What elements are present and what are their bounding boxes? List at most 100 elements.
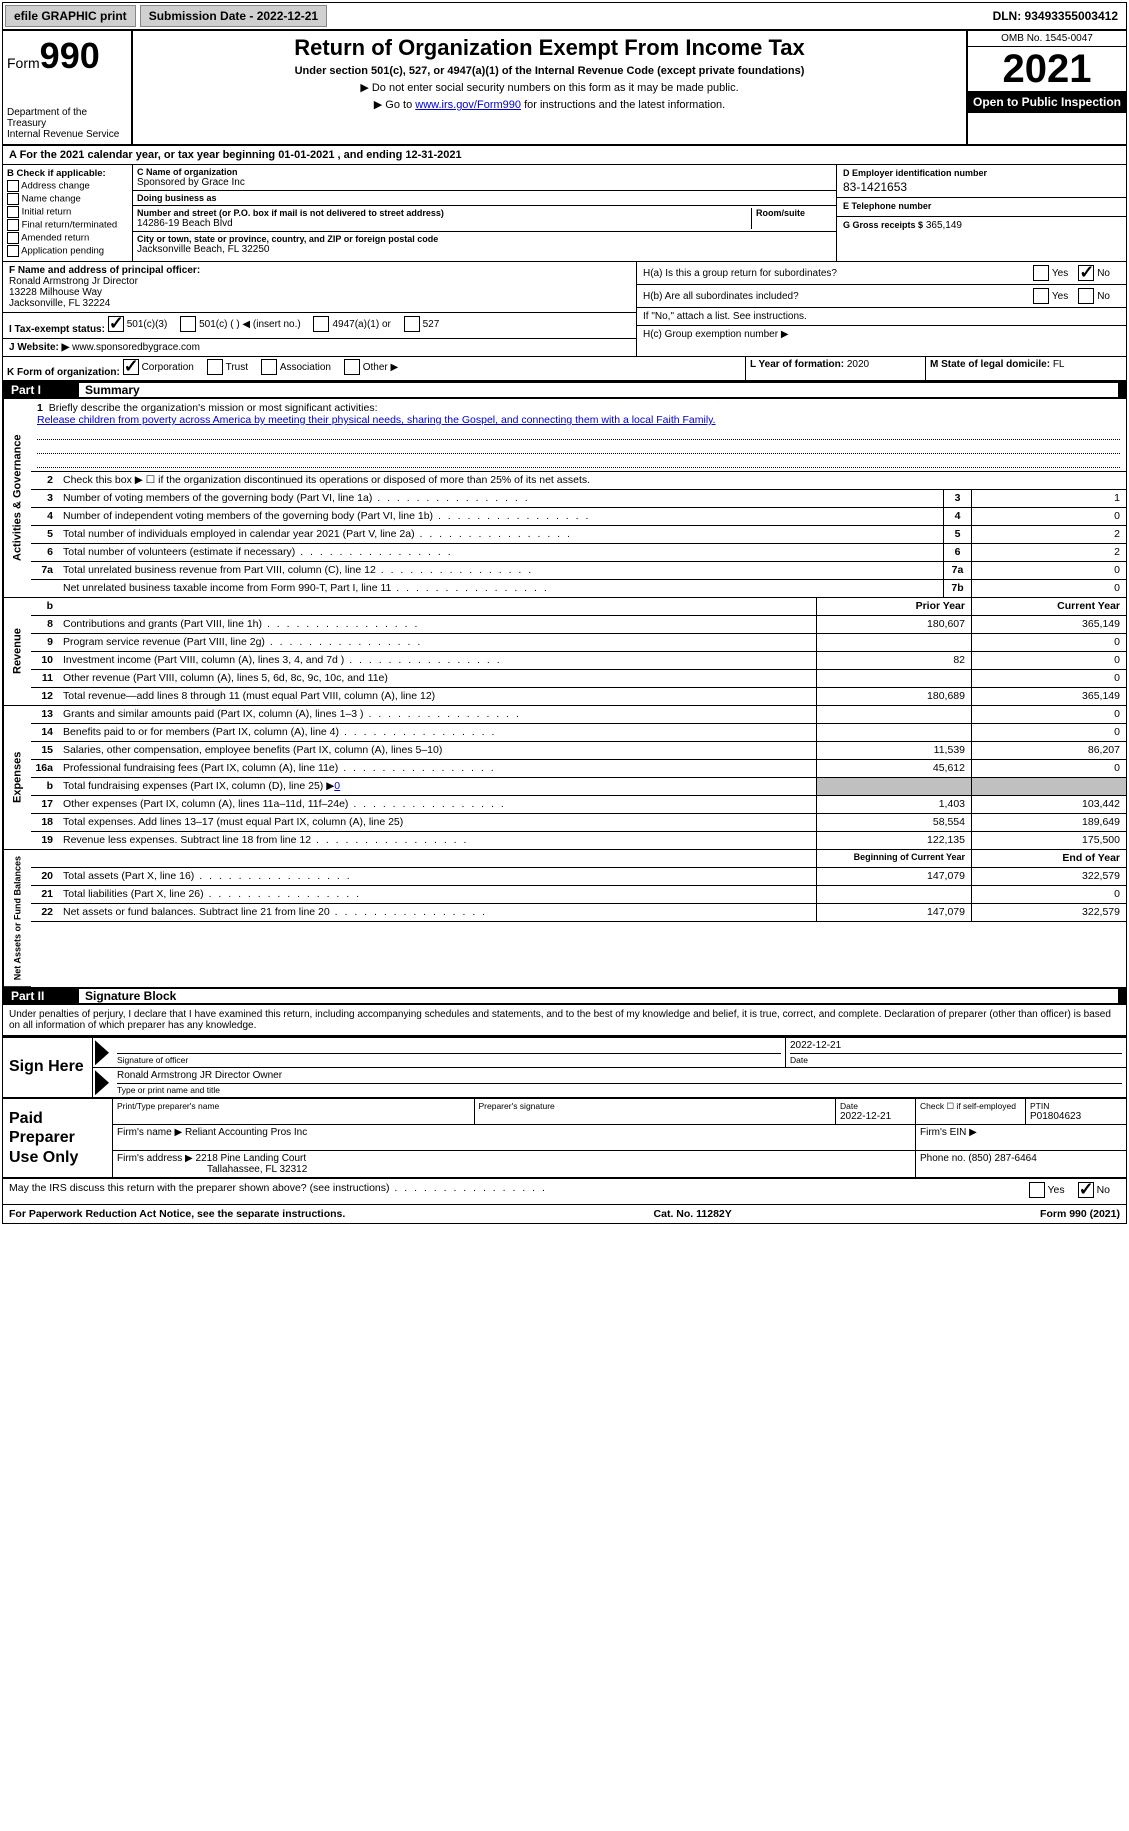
discuss-yes[interactable]: Yes: [1029, 1182, 1065, 1198]
form-label: Form: [7, 55, 40, 71]
irs-link[interactable]: www.irs.gov/Form990: [415, 99, 521, 111]
sign-here-section: Sign Here Signature of officer 2022-12-2…: [3, 1036, 1126, 1099]
goto-pre: ▶ Go to: [374, 99, 415, 111]
box-c: C Name of organization Sponsored by Grac…: [133, 165, 836, 261]
line-11: 11Other revenue (Part VIII, column (A), …: [31, 670, 1126, 688]
year-formation: 2020: [847, 359, 869, 370]
line-17: 17Other expenses (Part IX, column (A), l…: [31, 796, 1126, 814]
chk-501c3[interactable]: 501(c)(3): [108, 316, 168, 332]
box-h: H(a) Is this a group return for subordin…: [636, 262, 1126, 356]
line-2: 2 Check this box ▶ ☐ if the organization…: [31, 472, 1126, 490]
sig-date-label: Date: [790, 1053, 1122, 1065]
line-20: 20Total assets (Part X, line 16) 147,079…: [31, 868, 1126, 886]
lbl-state-domicile: M State of legal domicile:: [930, 359, 1050, 370]
hb-no[interactable]: No: [1078, 288, 1110, 304]
line-1: 1 Briefly describe the organization's mi…: [31, 399, 1126, 472]
section-fh: F Name and address of principal officer:…: [3, 262, 1126, 357]
chk-name-change[interactable]: Name change: [7, 193, 128, 205]
line-14: 14Benefits paid to or for members (Part …: [31, 724, 1126, 742]
tax-year: 2021: [968, 47, 1126, 91]
ptin-value: P01804623: [1030, 1111, 1122, 1122]
hdr-prior-year: Prior Year: [816, 598, 971, 615]
chk-4947[interactable]: 4947(a)(1) or: [313, 316, 390, 332]
line-7a: 7a Total unrelated business revenue from…: [31, 562, 1126, 580]
lbl-city: City or town, state or province, country…: [137, 234, 832, 244]
hdr-current-year: Current Year: [971, 598, 1126, 615]
mission-text: Release children from poverty across Ame…: [37, 414, 716, 426]
ptin-label: PTIN: [1030, 1101, 1122, 1111]
line-5: 5 Total number of individuals employed i…: [31, 526, 1126, 544]
part1-header: Part I Summary: [3, 381, 1126, 399]
paid-preparer-section: Paid Preparer Use Only Print/Type prepar…: [3, 1099, 1126, 1179]
chk-initial-return[interactable]: Initial return: [7, 206, 128, 218]
form-990-container: efile GRAPHIC print Submission Date - 20…: [2, 2, 1127, 1224]
ssn-note: ▶ Do not enter social security numbers o…: [141, 81, 958, 94]
box-deg: D Employer identification number 83-1421…: [836, 165, 1126, 261]
vert-activities: Activities & Governance: [3, 399, 31, 598]
firm-phone-label: Phone no.: [920, 1153, 966, 1164]
expenses-section: Expenses 13Grants and similar amounts pa…: [3, 706, 1126, 850]
form-header: Form990 Department of the Treasury Inter…: [3, 31, 1126, 146]
ein-value: 83-1421653: [843, 180, 1120, 194]
chk-address-change[interactable]: Address change: [7, 180, 128, 192]
chk-application-pending[interactable]: Application pending: [7, 245, 128, 257]
chk-corp[interactable]: Corporation: [123, 359, 194, 375]
hb-yes[interactable]: Yes: [1033, 288, 1068, 304]
ha-no[interactable]: No: [1078, 265, 1110, 281]
irs-text: Internal Revenue Service: [7, 129, 127, 140]
line-7b: Net unrelated business taxable income fr…: [31, 580, 1126, 598]
gross-value: 365,149: [926, 220, 962, 231]
chk-trust[interactable]: Trust: [207, 359, 248, 375]
lbl-room: Room/suite: [756, 208, 832, 218]
section-klm: K Form of organization: Corporation Trus…: [3, 357, 1126, 381]
lbl-street: Number and street (or P.O. box if mail i…: [137, 208, 747, 218]
line-16b: b Total fundraising expenses (Part IX, c…: [31, 778, 1126, 796]
line-6: 6 Total number of volunteers (estimate i…: [31, 544, 1126, 562]
open-public-badge: Open to Public Inspection: [968, 91, 1126, 113]
chk-501c[interactable]: 501(c) ( ) ◀ (insert no.): [180, 316, 301, 332]
hb-text: H(b) Are all subordinates included?: [643, 291, 1033, 302]
submission-date-button[interactable]: Submission Date - 2022-12-21: [140, 5, 327, 27]
na-header: Beginning of Current Year End of Year: [31, 850, 1126, 868]
chk-other[interactable]: Other ▶: [344, 359, 398, 375]
firm-name-value: Reliant Accounting Pros Inc: [185, 1127, 307, 1138]
cat-no: Cat. No. 11282Y: [654, 1208, 732, 1220]
efile-print-button[interactable]: efile GRAPHIC print: [5, 5, 136, 27]
hdr-beg-year: Beginning of Current Year: [816, 850, 971, 867]
firm-ein-label: Firm's EIN ▶: [920, 1127, 977, 1138]
goto-note: ▶ Go to www.irs.gov/Form990 for instruct…: [141, 98, 958, 111]
vert-net-assets: Net Assets or Fund Balances: [3, 850, 31, 987]
hc-text: H(c) Group exemption number ▶: [637, 326, 1126, 343]
firm-addr-label: Firm's address ▶: [117, 1153, 193, 1164]
chk-assoc[interactable]: Association: [261, 359, 331, 375]
arrow-icon: [95, 1070, 109, 1095]
lbl-dba: Doing business as: [137, 193, 832, 203]
box-f: F Name and address of principal officer:…: [3, 262, 636, 313]
chk-amended-return[interactable]: Amended return: [7, 232, 128, 244]
hb-note: If "No," attach a list. See instructions…: [637, 308, 1126, 326]
lbl-tax-status: I Tax-exempt status:: [9, 324, 105, 335]
line-8: 8Contributions and grants (Part VIII, li…: [31, 616, 1126, 634]
form-number: 990: [40, 35, 100, 76]
sig-date-value: 2022-12-21: [790, 1040, 1122, 1051]
net-assets-section: Net Assets or Fund Balances Beginning of…: [3, 850, 1126, 987]
lbl-ein: D Employer identification number: [843, 168, 1120, 178]
lbl-website: J Website: ▶: [9, 342, 69, 353]
line-18: 18Total expenses. Add lines 13–17 (must …: [31, 814, 1126, 832]
part1-num: Part I: [11, 383, 81, 397]
part2-title: Signature Block: [79, 989, 1118, 1003]
revenue-section: Revenue b Prior Year Current Year 8Contr…: [3, 598, 1126, 706]
chk-527[interactable]: 527: [404, 316, 440, 332]
line-15: 15Salaries, other compensation, employee…: [31, 742, 1126, 760]
prep-name-label: Print/Type preparer's name: [117, 1101, 470, 1111]
part1-title: Summary: [79, 383, 1118, 397]
chk-final-return[interactable]: Final return/terminated: [7, 219, 128, 231]
ha-yes[interactable]: Yes: [1033, 265, 1068, 281]
check-self-employed[interactable]: Check ☐ if self-employed: [916, 1099, 1026, 1124]
discuss-no[interactable]: No: [1078, 1182, 1110, 1198]
line-21: 21Total liabilities (Part X, line 26) 0: [31, 886, 1126, 904]
paid-preparer-label: Paid Preparer Use Only: [3, 1099, 113, 1177]
lbl-phone: E Telephone number: [843, 201, 1120, 211]
box-i: I Tax-exempt status: 501(c)(3) 501(c) ( …: [3, 313, 636, 339]
box-f-i-j: F Name and address of principal officer:…: [3, 262, 636, 356]
